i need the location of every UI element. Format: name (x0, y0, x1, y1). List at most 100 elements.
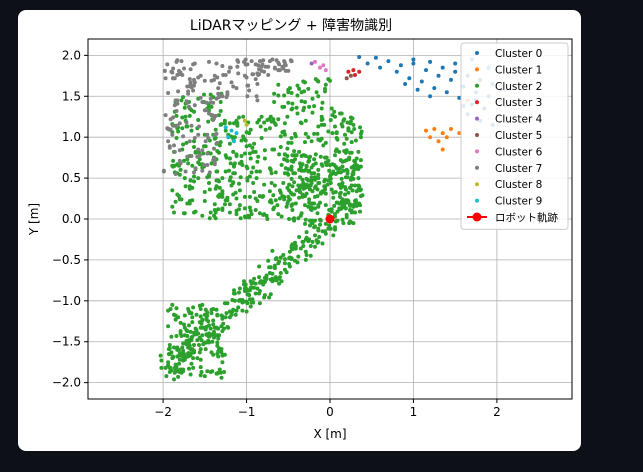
data-point (198, 365, 203, 370)
data-point (325, 182, 330, 187)
data-point (225, 92, 230, 97)
data-point (309, 139, 314, 144)
data-point (223, 169, 228, 174)
data-point (343, 132, 347, 137)
data-point (217, 367, 222, 372)
data-point (253, 208, 258, 212)
data-point (219, 93, 224, 98)
data-point (219, 324, 224, 329)
data-point (220, 314, 225, 319)
data-point (176, 89, 181, 94)
data-point (428, 94, 433, 99)
data-point (278, 255, 283, 260)
data-point (324, 163, 329, 167)
data-point (251, 181, 256, 185)
data-point (436, 73, 441, 78)
data-point (428, 135, 433, 140)
data-point (182, 313, 187, 318)
data-point (189, 311, 194, 316)
data-point (331, 233, 336, 238)
data-point (356, 176, 361, 181)
data-point (344, 136, 349, 141)
data-point (293, 246, 297, 251)
data-point (272, 266, 277, 271)
data-point (322, 179, 327, 184)
data-point (307, 200, 312, 205)
data-point (208, 370, 213, 374)
data-point (313, 244, 317, 249)
data-point (227, 210, 232, 215)
data-point (170, 356, 175, 361)
x-tick-label: 1 (410, 405, 418, 419)
data-point (295, 93, 300, 98)
data-point (198, 325, 203, 330)
data-point (398, 63, 403, 68)
data-point (182, 158, 186, 163)
data-point (193, 209, 198, 214)
data-point (278, 271, 283, 275)
data-point (175, 192, 180, 197)
data-point (197, 157, 202, 162)
chart-title: LiDARマッピング + 障害物識別 (190, 18, 392, 34)
data-point (277, 276, 282, 281)
data-point (301, 79, 306, 84)
data-point (303, 257, 308, 262)
data-point (419, 79, 424, 84)
data-point (343, 192, 347, 197)
data-point (203, 139, 208, 144)
data-point (189, 154, 194, 158)
data-point (215, 352, 220, 356)
data-point (186, 89, 191, 94)
data-point (286, 167, 291, 172)
data-point (166, 360, 171, 365)
data-point (273, 122, 278, 127)
data-point (276, 82, 281, 87)
data-point (231, 192, 236, 197)
data-point (340, 159, 345, 164)
data-point (232, 164, 236, 169)
data-point (285, 114, 290, 119)
data-point (175, 98, 180, 103)
data-point (233, 312, 238, 317)
data-point (248, 285, 253, 290)
data-point (240, 163, 245, 167)
data-point (218, 140, 223, 145)
data-point (205, 151, 210, 156)
data-point (212, 160, 217, 165)
data-point (328, 176, 333, 181)
data-point (249, 170, 254, 175)
data-point (200, 317, 205, 322)
data-point (273, 170, 278, 175)
data-point (237, 115, 241, 120)
data-point (180, 345, 185, 350)
data-point (249, 300, 254, 305)
data-point (270, 271, 275, 276)
data-point (349, 130, 354, 135)
data-point (212, 146, 216, 151)
data-point (182, 325, 187, 330)
data-point (247, 151, 252, 156)
data-point (334, 147, 339, 152)
data-point (345, 171, 350, 176)
data-point (158, 353, 163, 358)
data-point (243, 57, 248, 62)
data-point (300, 177, 305, 182)
data-point (227, 69, 231, 74)
data-point (351, 68, 356, 73)
data-point (281, 181, 286, 185)
data-point (244, 130, 249, 135)
data-point (188, 80, 193, 85)
data-point (353, 138, 358, 143)
data-point (265, 118, 270, 122)
data-point (174, 109, 179, 113)
data-point (174, 365, 179, 370)
legend-marker (475, 165, 479, 170)
legend-label: Cluster 6 (495, 146, 543, 158)
data-point (235, 64, 240, 69)
data-point (255, 98, 260, 103)
data-point (166, 324, 171, 329)
data-point (253, 77, 258, 82)
data-point (224, 311, 229, 316)
data-point (179, 98, 184, 103)
data-point (440, 65, 445, 70)
